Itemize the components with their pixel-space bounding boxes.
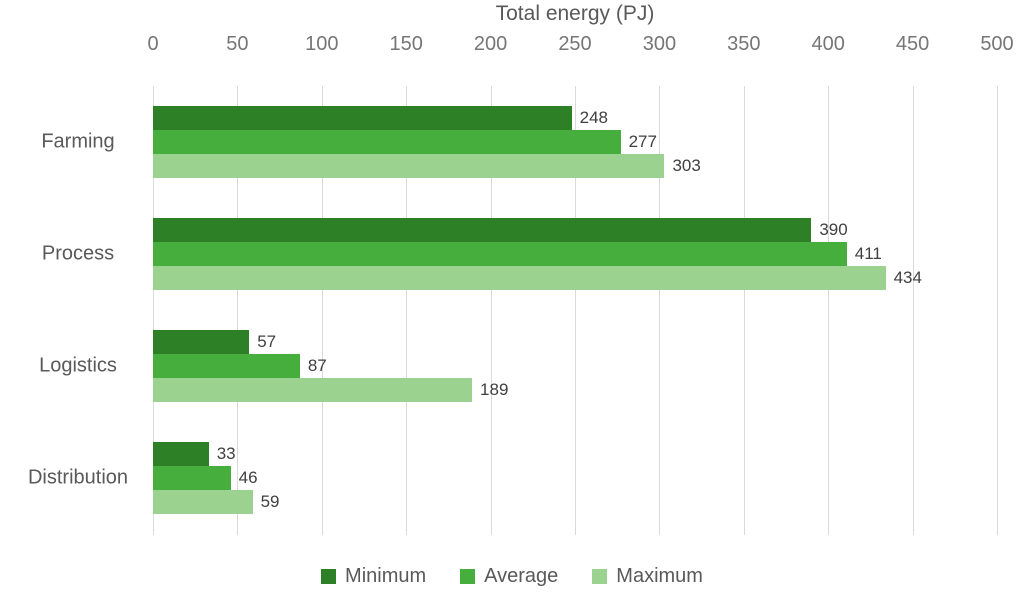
category-group-farming: Farming 248 277 303: [41, 106, 997, 178]
bar-maximum-process: 434: [153, 266, 922, 290]
x-axis-tick-label: 450: [895, 33, 930, 55]
bar-value-label: 434: [893, 268, 922, 287]
bar-average-distribution: 46: [153, 466, 258, 490]
category-group-process: Process 390 411 434: [42, 218, 997, 290]
bar-minimum-process: 390: [153, 218, 848, 242]
bar-value-label: 277: [628, 132, 657, 151]
category-label: Distribution: [27, 466, 129, 489]
bar-average-farming: 277: [153, 130, 657, 154]
gridline: [490, 86, 492, 535]
x-axis-tick-label: 500: [980, 33, 1014, 55]
x-axis-tick-label: 400: [811, 33, 845, 55]
legend-item-average: Average: [460, 565, 558, 588]
plot-area: Farming 248 277 303 Process 390 411 434 Logistic…: [28, 86, 998, 535]
x-axis: 0 50 100 150 200 250 300 350 400 450 500: [147, 33, 1013, 59]
gridline: [237, 86, 239, 535]
bar-value-label: 33: [216, 444, 236, 463]
x-axis-tick-label: 150: [389, 33, 423, 55]
x-axis-tick-label: 100: [305, 33, 339, 55]
legend-item-minimum: Minimum: [321, 565, 426, 588]
x-axis-tick-label: 200: [473, 33, 508, 55]
category-label: Process: [41, 242, 115, 265]
gridline: [997, 86, 998, 535]
legend: Minimum Average Maximum: [0, 565, 1024, 588]
bar-value-label: 87: [307, 356, 327, 375]
x-axis-tick-label: 0: [147, 33, 159, 55]
gridline: [912, 86, 914, 535]
bar-value-label: 411: [854, 244, 882, 263]
gridline: [743, 86, 745, 535]
x-axis-tick-label: 350: [727, 33, 761, 55]
legend-label: Average: [484, 565, 559, 587]
legend-swatch-icon: [321, 569, 337, 584]
bar-average-process: 411: [153, 242, 882, 266]
bar-minimum-farming: 248: [153, 106, 608, 130]
bar-maximum-farming: 303: [153, 154, 701, 178]
x-axis-tick-label: 250: [558, 33, 592, 55]
chart-title: Total energy (PJ): [495, 2, 655, 25]
bar-value-label: 57: [257, 332, 277, 351]
bar-average-logistics: 87: [153, 354, 327, 378]
bar-value-label: 46: [238, 468, 258, 487]
bar-maximum-logistics: 189: [153, 378, 508, 402]
bar-value-label: 390: [819, 220, 848, 239]
bar-maximum-distribution: 59: [153, 490, 280, 514]
legend-label: Minimum: [345, 565, 427, 587]
legend-label: Maximum: [616, 565, 703, 587]
category-label: Farming: [41, 130, 115, 153]
x-axis-tick-label: 50: [226, 33, 249, 55]
bar-value-label: 189: [480, 380, 509, 399]
bar-value-label: 303: [672, 156, 701, 175]
category-label: Logistics: [39, 354, 117, 377]
gridline: [406, 86, 408, 535]
bar-minimum-distribution: 33: [153, 442, 236, 466]
gridline: [659, 86, 661, 535]
gridline: [575, 86, 576, 535]
bar-value-label: 59: [260, 492, 280, 511]
gridline: [153, 86, 154, 535]
legend-swatch-icon: [460, 569, 476, 584]
category-group-distribution: Distribution 33 46 59: [28, 442, 997, 514]
gridline: [321, 86, 323, 535]
x-axis-tick-label: 300: [642, 33, 677, 55]
bar-value-label: 248: [579, 108, 608, 127]
legend-swatch-icon: [592, 569, 608, 584]
legend-item-maximum: Maximum: [592, 565, 703, 588]
bar-minimum-logistics: 57: [153, 330, 276, 354]
category-group-logistics: Logistics 57 87 189: [39, 330, 997, 402]
gridline: [828, 86, 830, 535]
